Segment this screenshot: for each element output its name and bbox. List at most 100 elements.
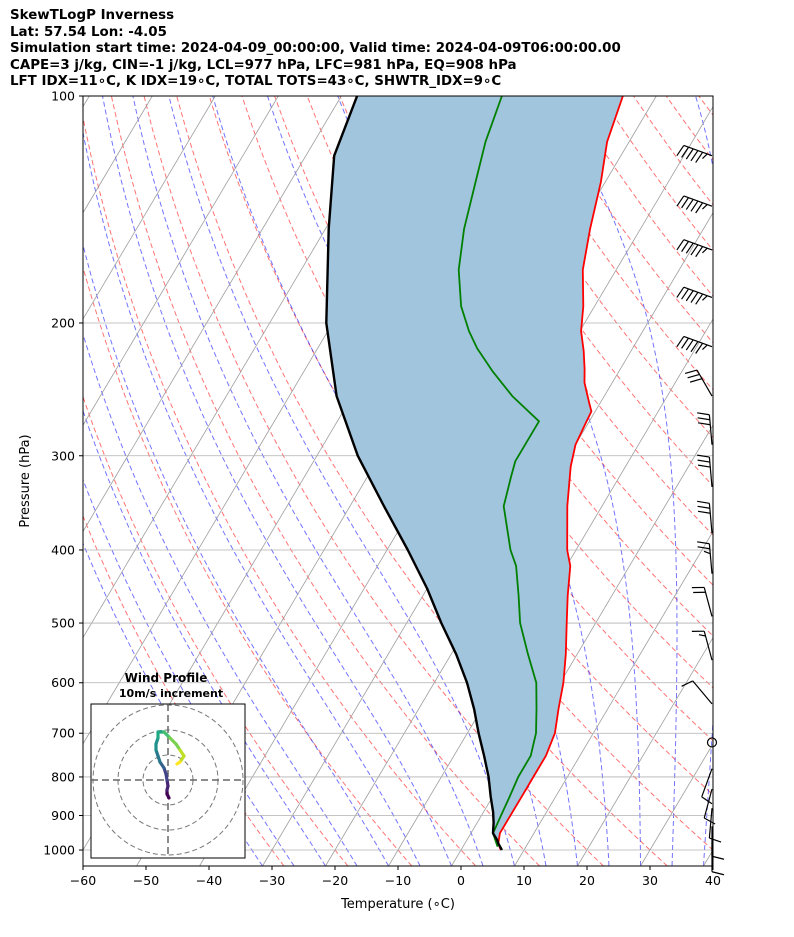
wind-barb [681,680,713,705]
wind-barb [676,195,713,214]
moist-adiabat-line [83,332,358,866]
y-tick-label: 800 [51,769,75,784]
wind-barbs-layer [676,144,725,876]
y-tick-label: 400 [51,542,75,557]
x-tick-label: −10 [385,873,411,888]
barb-flag [676,195,685,207]
wind-barb [697,454,713,488]
barb-flag [698,634,706,637]
barb-flag [676,286,685,298]
moist-adiabat-line [132,96,484,866]
wind-barb [676,286,713,305]
barb-flag [681,197,690,209]
barb-flag [701,796,713,805]
moist-adiabat-line [552,96,678,866]
barb-flag [702,344,708,351]
barb-flag [695,246,704,258]
wind-barb [676,239,713,258]
wind-barb [711,841,725,876]
barb-flag [697,500,710,504]
calm-wind-circle [706,737,718,748]
y-tick-label: 600 [51,675,75,690]
dry-adiabat-line [665,96,713,161]
barb-flag [695,151,704,163]
barb-flag [681,680,693,687]
barb-flag [702,153,708,160]
wind-barb [697,412,713,445]
barb-staff [708,414,713,445]
wind-barb [711,826,725,860]
barb-flag [697,459,710,463]
isotherm-line [83,96,279,427]
x-tick-label: −30 [259,873,285,888]
moist-adiabat-line [168,96,515,866]
x-tick-label: −20 [322,873,348,888]
wind-barb [684,369,713,397]
hodograph-subtitle: 10m/s increment [119,687,223,700]
barb-flag [685,339,694,351]
hodograph-inset: Wind Profile 10m/s increment [90,671,246,859]
barb-staff [701,768,713,798]
moist-adiabat-line [83,478,295,866]
moist-adiabat-line [102,96,452,866]
moist-adiabat-line [695,96,713,866]
barb-flag [687,373,700,379]
location-line: Lat: 57.54 Lon: -4.05 [10,24,167,40]
isotherm-line [514,530,713,866]
barb-flag [685,242,694,254]
barb-flag [689,378,703,383]
barb-flag [695,293,704,305]
dewpoint-line [457,96,540,847]
hodograph-segment [175,760,182,766]
y-tick-label: 1000 [43,843,75,858]
chart-title: SkewTLogP Inverness [10,8,175,23]
x-tick-label: −60 [70,873,96,888]
dry-adiabat-line [600,96,713,252]
title-block: SkewTLogP Inverness Lat: 57.54 Lon: -4.0… [10,8,790,91]
x-tick-label: −50 [133,873,159,888]
barb-flag [690,200,699,212]
index-line: LFT IDX=11∘C, K IDX=19∘C, TOTAL TOTS=43∘… [10,74,502,90]
barb-flag [690,150,699,162]
hodograph-title: Wind Profile [125,671,208,685]
temperature-line [497,96,624,851]
y-tick-label: 300 [51,448,75,463]
y-axis-label: Pressure (hPa) [18,434,33,527]
wind-barb [701,768,713,805]
barb-flag [702,247,708,254]
profile-lines-layer [325,96,624,851]
barb-flag [697,541,710,545]
wind-barb [676,144,713,163]
barb-flag [676,145,685,157]
barb-flag [697,546,710,550]
moist-adiabat-line [83,130,421,866]
x-tick-label: 20 [579,873,595,888]
isotherm-line [83,96,342,533]
barb-flag [685,290,694,302]
isotherm-line [577,636,713,866]
dry-adiabat-line [143,96,604,866]
x-tick-label: −40 [196,873,222,888]
barb-flag [690,291,699,303]
isotherm-line [83,96,216,320]
wind-barb [676,335,713,354]
wind-barb [697,500,713,534]
x-tick-label: 10 [516,873,532,888]
parcel-line [325,96,503,851]
isotherm-line [388,318,713,866]
barb-flag [681,337,690,349]
cape-fill-layer [326,96,623,850]
barb-flag [697,510,711,514]
barb-flag [685,148,694,160]
barb-flag [695,342,704,354]
barb-flag [702,295,708,301]
isotherm-line [703,849,713,866]
dry-adiabat-line [404,96,713,536]
barb-flag [709,837,722,843]
barb-flag [676,336,685,347]
barb-flag [697,464,711,468]
barb-flag [681,241,690,252]
wind-barb [691,586,713,617]
barb-flag [695,202,704,214]
barb-flag [681,288,690,300]
